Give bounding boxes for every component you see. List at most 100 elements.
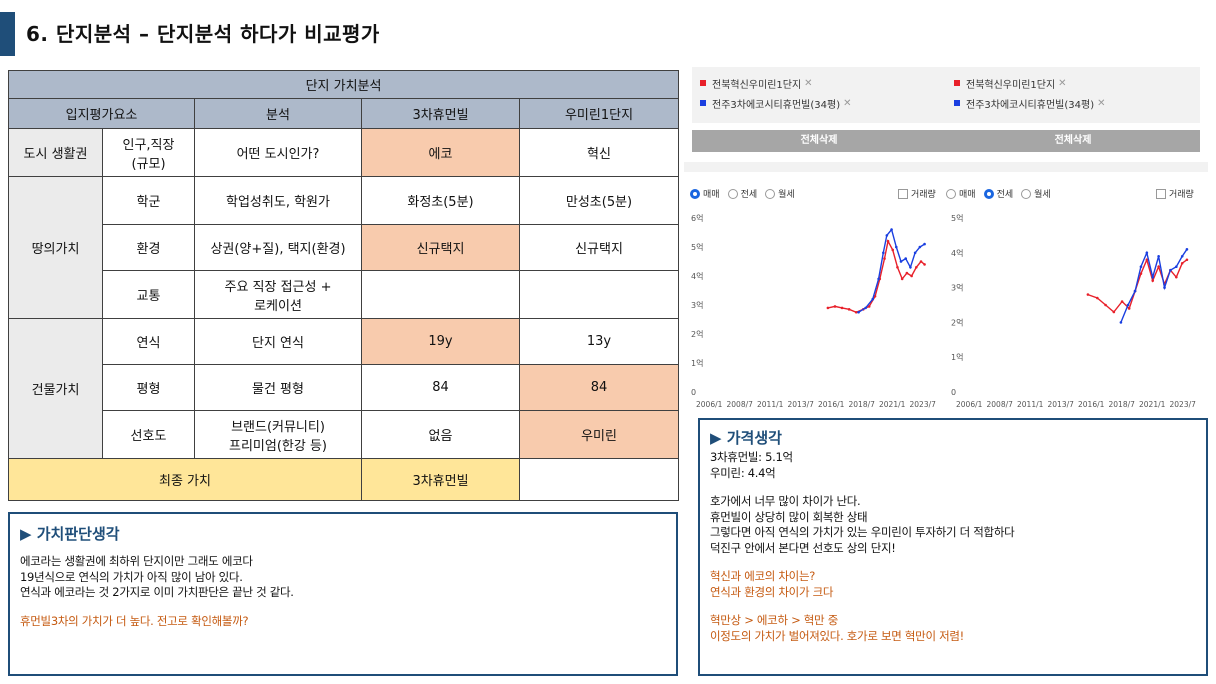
- volume-checkbox-right[interactable]: 거래량: [1156, 187, 1194, 200]
- analysis-cell: 단지 연식: [194, 318, 362, 365]
- y-tick-label: 1억: [951, 352, 963, 362]
- data-point: [854, 310, 858, 314]
- radio-icon: [946, 188, 956, 199]
- factor-cell: 연식: [102, 318, 195, 365]
- compare-chip[interactable]: 전북혁신우미린1단지 ✕: [700, 73, 938, 93]
- x-tick-label: 2016/1: [818, 400, 845, 409]
- memo-line: 19년식으로 연식의 가치가 아직 많이 남아 있다.: [20, 569, 243, 584]
- delete-all-button[interactable]: 전체삭제: [692, 130, 946, 152]
- y-tick-label: 6억: [691, 213, 703, 223]
- value-a-cell: 신규택지: [361, 224, 520, 271]
- volume-checkbox-left[interactable]: 거래량: [898, 187, 936, 200]
- table-row: 땅의가치 학군 학업성취도, 학원가 화정초(5분) 만성초(5분): [8, 176, 680, 319]
- value-b-cell: 신규택지: [518, 224, 680, 271]
- data-point: [1133, 289, 1137, 293]
- table-row: 건물가치 연식 단지 연식 19y 13y: [8, 318, 680, 459]
- blue-square-icon: [954, 100, 960, 106]
- data-point: [913, 251, 917, 255]
- series-line: [858, 228, 925, 313]
- radio-sale[interactable]: 매매: [690, 187, 720, 200]
- data-point: [864, 306, 867, 310]
- delete-all-button[interactable]: 전체삭제: [946, 130, 1200, 152]
- x-tick-label: 2006/1: [956, 400, 983, 409]
- data-point: [1185, 248, 1189, 251]
- memo-question: 연식과 환경의 차이가 크다: [710, 584, 834, 599]
- x-tick-label: 2021/1: [879, 400, 906, 409]
- memo-price: 우미린: 4.4억: [710, 465, 776, 480]
- radio-monthly[interactable]: 월세: [1021, 187, 1051, 200]
- value-judgement-memo: ▶ 가치판단생각 에코라는 생활권에 최하위 단지이만 그래도 에코다 19년식…: [8, 512, 678, 676]
- x-tick-label: 2023/7: [1170, 400, 1197, 409]
- analysis-cell: 상권(양+질), 택지(환경): [194, 224, 362, 271]
- value-b-cell: 84: [518, 364, 680, 411]
- analysis-cell: 어떤 도시인가?: [194, 128, 362, 177]
- factor-cell: 환경: [102, 224, 195, 271]
- compare-chip[interactable]: 전주3차에코시티휴먼빌(34평) ✕: [700, 93, 938, 113]
- y-tick-label: 5억: [691, 242, 703, 252]
- data-point: [877, 277, 880, 281]
- radio-monthly[interactable]: 월세: [765, 187, 795, 200]
- data-point: [909, 266, 912, 269]
- header-complex-b: 우미린1단지: [518, 98, 680, 129]
- title-accent-bar: [0, 12, 15, 56]
- compare-chip-box-right: 전북혁신우미린1단지 ✕ 전주3차에코시티휴먼빌(34평) ✕: [946, 67, 1200, 123]
- compare-chip[interactable]: 전주3차에코시티휴먼빌(34평) ✕: [954, 93, 1192, 113]
- data-point: [1119, 321, 1123, 324]
- divider: [684, 162, 1208, 172]
- data-point: [833, 305, 837, 308]
- deal-type-options-right: 매매 전세 월세: [946, 187, 1059, 200]
- radio-icon: [1021, 188, 1032, 199]
- radio-jeonse[interactable]: 전세: [983, 187, 1013, 200]
- memo-line: 에코라는 생활권에 최하위 단지이만 그래도 에코다: [20, 554, 253, 569]
- data-point: [871, 297, 874, 301]
- data-point: [923, 263, 926, 266]
- data-point: [915, 266, 918, 269]
- data-point: [1180, 254, 1184, 258]
- radio-selected-icon: [983, 188, 994, 199]
- y-tick-label: 5억: [951, 213, 963, 223]
- analysis-cell: 브랜드(커뮤니티) 프리미엄(한강 등): [194, 410, 362, 459]
- x-tick-label: 2008/7: [727, 400, 754, 409]
- data-point: [1151, 275, 1155, 279]
- value-a-cell: 없음: [361, 410, 520, 459]
- data-point: [1175, 275, 1178, 279]
- data-point: [847, 308, 851, 311]
- price-chart-right: 0 1억 2억 3억 4억 5억 2006/1 2008/7 2011/1 2013/7 2016/…: [951, 213, 1197, 409]
- header-complex-a: 3차휴먼빌: [361, 98, 520, 129]
- data-point: [905, 271, 909, 275]
- radio-sale[interactable]: 매매: [946, 187, 976, 200]
- x-tick-label: 2023/7: [910, 400, 937, 409]
- data-point: [1120, 300, 1124, 303]
- factor-cell: 교통: [102, 270, 195, 319]
- radio-jeonse[interactable]: 전세: [727, 187, 757, 200]
- close-icon[interactable]: ✕: [843, 97, 852, 109]
- data-point: [1157, 265, 1160, 269]
- data-point: [1163, 286, 1166, 289]
- table-row: 환경 상권(양+질), 택지(환경) 신규택지 신규택지: [9, 224, 680, 271]
- group-city: 도시 생활권: [8, 128, 103, 177]
- memo-price: 3차휴먼빌: 5.1억: [710, 450, 793, 465]
- chip-label: 전북혁신우미린1단지: [712, 79, 802, 91]
- close-icon[interactable]: ✕: [1097, 97, 1106, 109]
- close-icon[interactable]: ✕: [1058, 77, 1067, 89]
- analysis-cell: 물건 평형: [194, 364, 362, 411]
- radio-icon: [727, 188, 738, 199]
- header-factor: 입지평가요소: [8, 98, 195, 129]
- analysis-cell: 학업성취도, 학원가: [194, 176, 362, 225]
- y-tick-label: 3억: [691, 300, 703, 310]
- data-point: [1145, 251, 1149, 255]
- x-tick-label: 2018/7: [1109, 400, 1136, 409]
- data-point: [883, 257, 886, 260]
- data-point: [894, 245, 898, 249]
- close-icon[interactable]: ✕: [804, 77, 813, 89]
- data-point: [918, 245, 922, 249]
- compare-chip[interactable]: 전북혁신우미린1단지 ✕: [954, 73, 1192, 93]
- data-point: [826, 306, 830, 310]
- x-tick-label: 2006/1: [696, 400, 723, 409]
- x-tick-label: 2013/7: [788, 400, 815, 409]
- data-point: [1127, 307, 1131, 310]
- data-point: [1139, 265, 1143, 269]
- data-point: [885, 234, 889, 237]
- value-b-cell: 우미린: [518, 410, 680, 459]
